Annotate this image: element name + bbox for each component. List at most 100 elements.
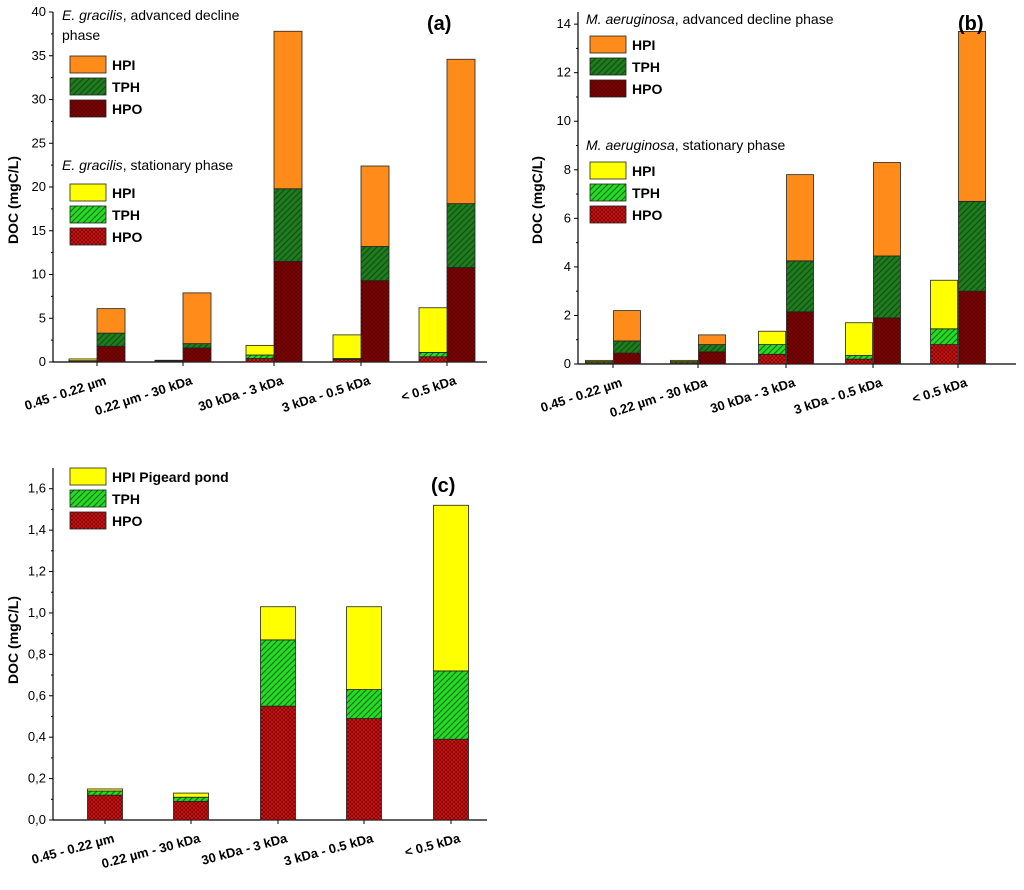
legend-item-label: HPO [632, 81, 662, 97]
legend-item-label: TPH [632, 59, 660, 75]
bar-tph-g2-4 [930, 328, 958, 345]
y-tick-label: 40 [32, 4, 46, 19]
bar-tph-g2-3 [845, 355, 873, 360]
bar-hpo-g1-2 [273, 260, 303, 363]
bar-hpo-g1-2 [260, 705, 296, 821]
y-tick-label: 14 [557, 16, 571, 31]
legend-title-species: M. aeruginosa [586, 11, 675, 27]
legend-item-label: TPH [112, 207, 140, 223]
bar-hpi-g2-0 [68, 358, 98, 362]
bar-hpi-g2-2 [245, 344, 275, 356]
legend-title-phase: , advanced decline phase [675, 11, 834, 27]
chart-panel-c: 0,0 0,2 0,4 0,6 0,8 1,0 1,2 1,4 1,6 DOC (mgC/L) 0.… [5, 467, 487, 871]
y-tick-label: 1,4 [28, 522, 46, 537]
bar-tph-g2-2 [758, 344, 786, 355]
bar-hpo-g1-4 [446, 267, 476, 363]
x-tick-label: 0.22 µm - 30 kDa [93, 372, 195, 418]
y-tick-label: 0,0 [28, 812, 46, 827]
y-tick-label: 4 [564, 259, 571, 274]
bar-hpo-g1-3 [873, 317, 901, 365]
y-tick-label: 6 [564, 210, 571, 225]
bar-tph-g1-2 [786, 260, 814, 313]
legend-swatch [69, 183, 107, 202]
legend-item-label: HPI [112, 57, 135, 73]
legend-swatch [69, 99, 107, 118]
bar-tph-g1-2 [273, 188, 303, 262]
x-tick-label: 30 kDa - 3 kDa [708, 374, 797, 416]
legend-item-label: HPI Pigeard pond [112, 469, 229, 485]
legend-title-phase: , stationary phase [123, 157, 234, 173]
y-tick-label: 10 [557, 113, 571, 128]
x-tick-label: 3 kDa - 0.5 kDa [282, 830, 375, 868]
x-tick-label: 3 kDa - 0.5 kDa [280, 372, 373, 415]
bar-hpo-g2-4 [418, 356, 448, 363]
y-tick-label: 35 [32, 48, 46, 63]
bar-hpi-g2-1 [670, 359, 698, 362]
legend-item-label: HPO [112, 101, 142, 117]
legend-item-label: HPO [112, 229, 142, 245]
bar-hpi-g1-3 [346, 606, 382, 690]
legend-swatch [69, 205, 107, 224]
legend-swatch [589, 57, 627, 76]
bar-tph-g1-4 [958, 200, 986, 292]
x-tick-label: 30 kDa - 3 kDa [196, 372, 285, 414]
legend-title: M. aeruginosa, stationary phase [586, 137, 785, 153]
bar-hpo-g2-4 [930, 344, 958, 365]
y-tick-label: 0,6 [28, 688, 46, 703]
legend-item-label: HPO [632, 207, 662, 223]
legend-swatch [589, 79, 627, 98]
bar-hpi-g2-4 [418, 307, 448, 353]
y-axis-label: DOC (mgC/L) [5, 156, 21, 244]
legend-title-species: E. gracilis [62, 7, 123, 23]
legend-swatch [69, 77, 107, 96]
legend-swatch [589, 161, 627, 180]
y-tick-label: 0,2 [28, 771, 46, 786]
bar-hpi-g1-0 [96, 308, 126, 334]
x-tick-label: 0.22 µm - 30 kDa [100, 830, 203, 871]
y-axis-label: DOC (mgC/L) [5, 596, 21, 684]
bar-hpi-g1-1 [182, 292, 212, 345]
bar-tph-g1-0 [613, 340, 641, 354]
bar-hpi-g2-3 [332, 334, 362, 359]
y-tick-label: 0,4 [28, 729, 46, 744]
bar-tph-g1-2 [260, 639, 296, 707]
y-tick-label: 10 [32, 267, 46, 282]
y-tick-label: 1,6 [28, 481, 46, 496]
bar-hpi-g2-0 [585, 359, 613, 362]
legend-item-label: TPH [632, 185, 660, 201]
legend-title-species: M. aeruginosa [586, 137, 675, 153]
panel-label: (c) [431, 475, 455, 497]
legend-title: M. aeruginosa, advanced decline phase [586, 11, 834, 27]
legend-item-label: HPO [112, 513, 142, 529]
bar-hpo-g1-0 [613, 352, 641, 365]
legend-swatch [69, 489, 107, 508]
y-tick-label: 0 [564, 356, 571, 371]
x-tick-label: < 0.5 kDa [399, 372, 458, 404]
bar-hpo-g1-1 [698, 351, 726, 365]
bar-tph-g2-4 [418, 351, 448, 358]
legend-swatch [589, 205, 627, 224]
legend-item-label: TPH [112, 491, 140, 507]
bar-hpo-g1-4 [958, 290, 986, 365]
bar-tph-g1-3 [346, 689, 382, 719]
x-tick-label: 0.22 µm - 30 kDa [608, 374, 710, 420]
x-tick-label: 3 kDa - 0.5 kDa [792, 374, 885, 417]
panel-label: (a) [427, 13, 451, 35]
y-tick-label: 0 [39, 354, 46, 369]
y-tick-label: 8 [564, 162, 571, 177]
y-tick-label: 2 [564, 307, 571, 322]
y-tick-label: 25 [32, 135, 46, 150]
bar-hpo-g2-3 [845, 358, 873, 365]
bar-tph-g1-0 [87, 790, 123, 796]
bar-tph-g1-3 [360, 246, 390, 282]
bar-hpi-g1-4 [958, 31, 986, 202]
bar-hpo-g1-3 [346, 718, 382, 821]
y-tick-label: 15 [32, 223, 46, 238]
y-tick-label: 1,0 [28, 605, 46, 620]
legend-swatch [69, 55, 107, 74]
panel-label: (b) [958, 13, 984, 35]
bar-hpo-g1-3 [360, 280, 390, 363]
bar-hpo-g1-1 [173, 800, 209, 821]
legend-title: E. gracilis, advanced decline [62, 7, 240, 23]
